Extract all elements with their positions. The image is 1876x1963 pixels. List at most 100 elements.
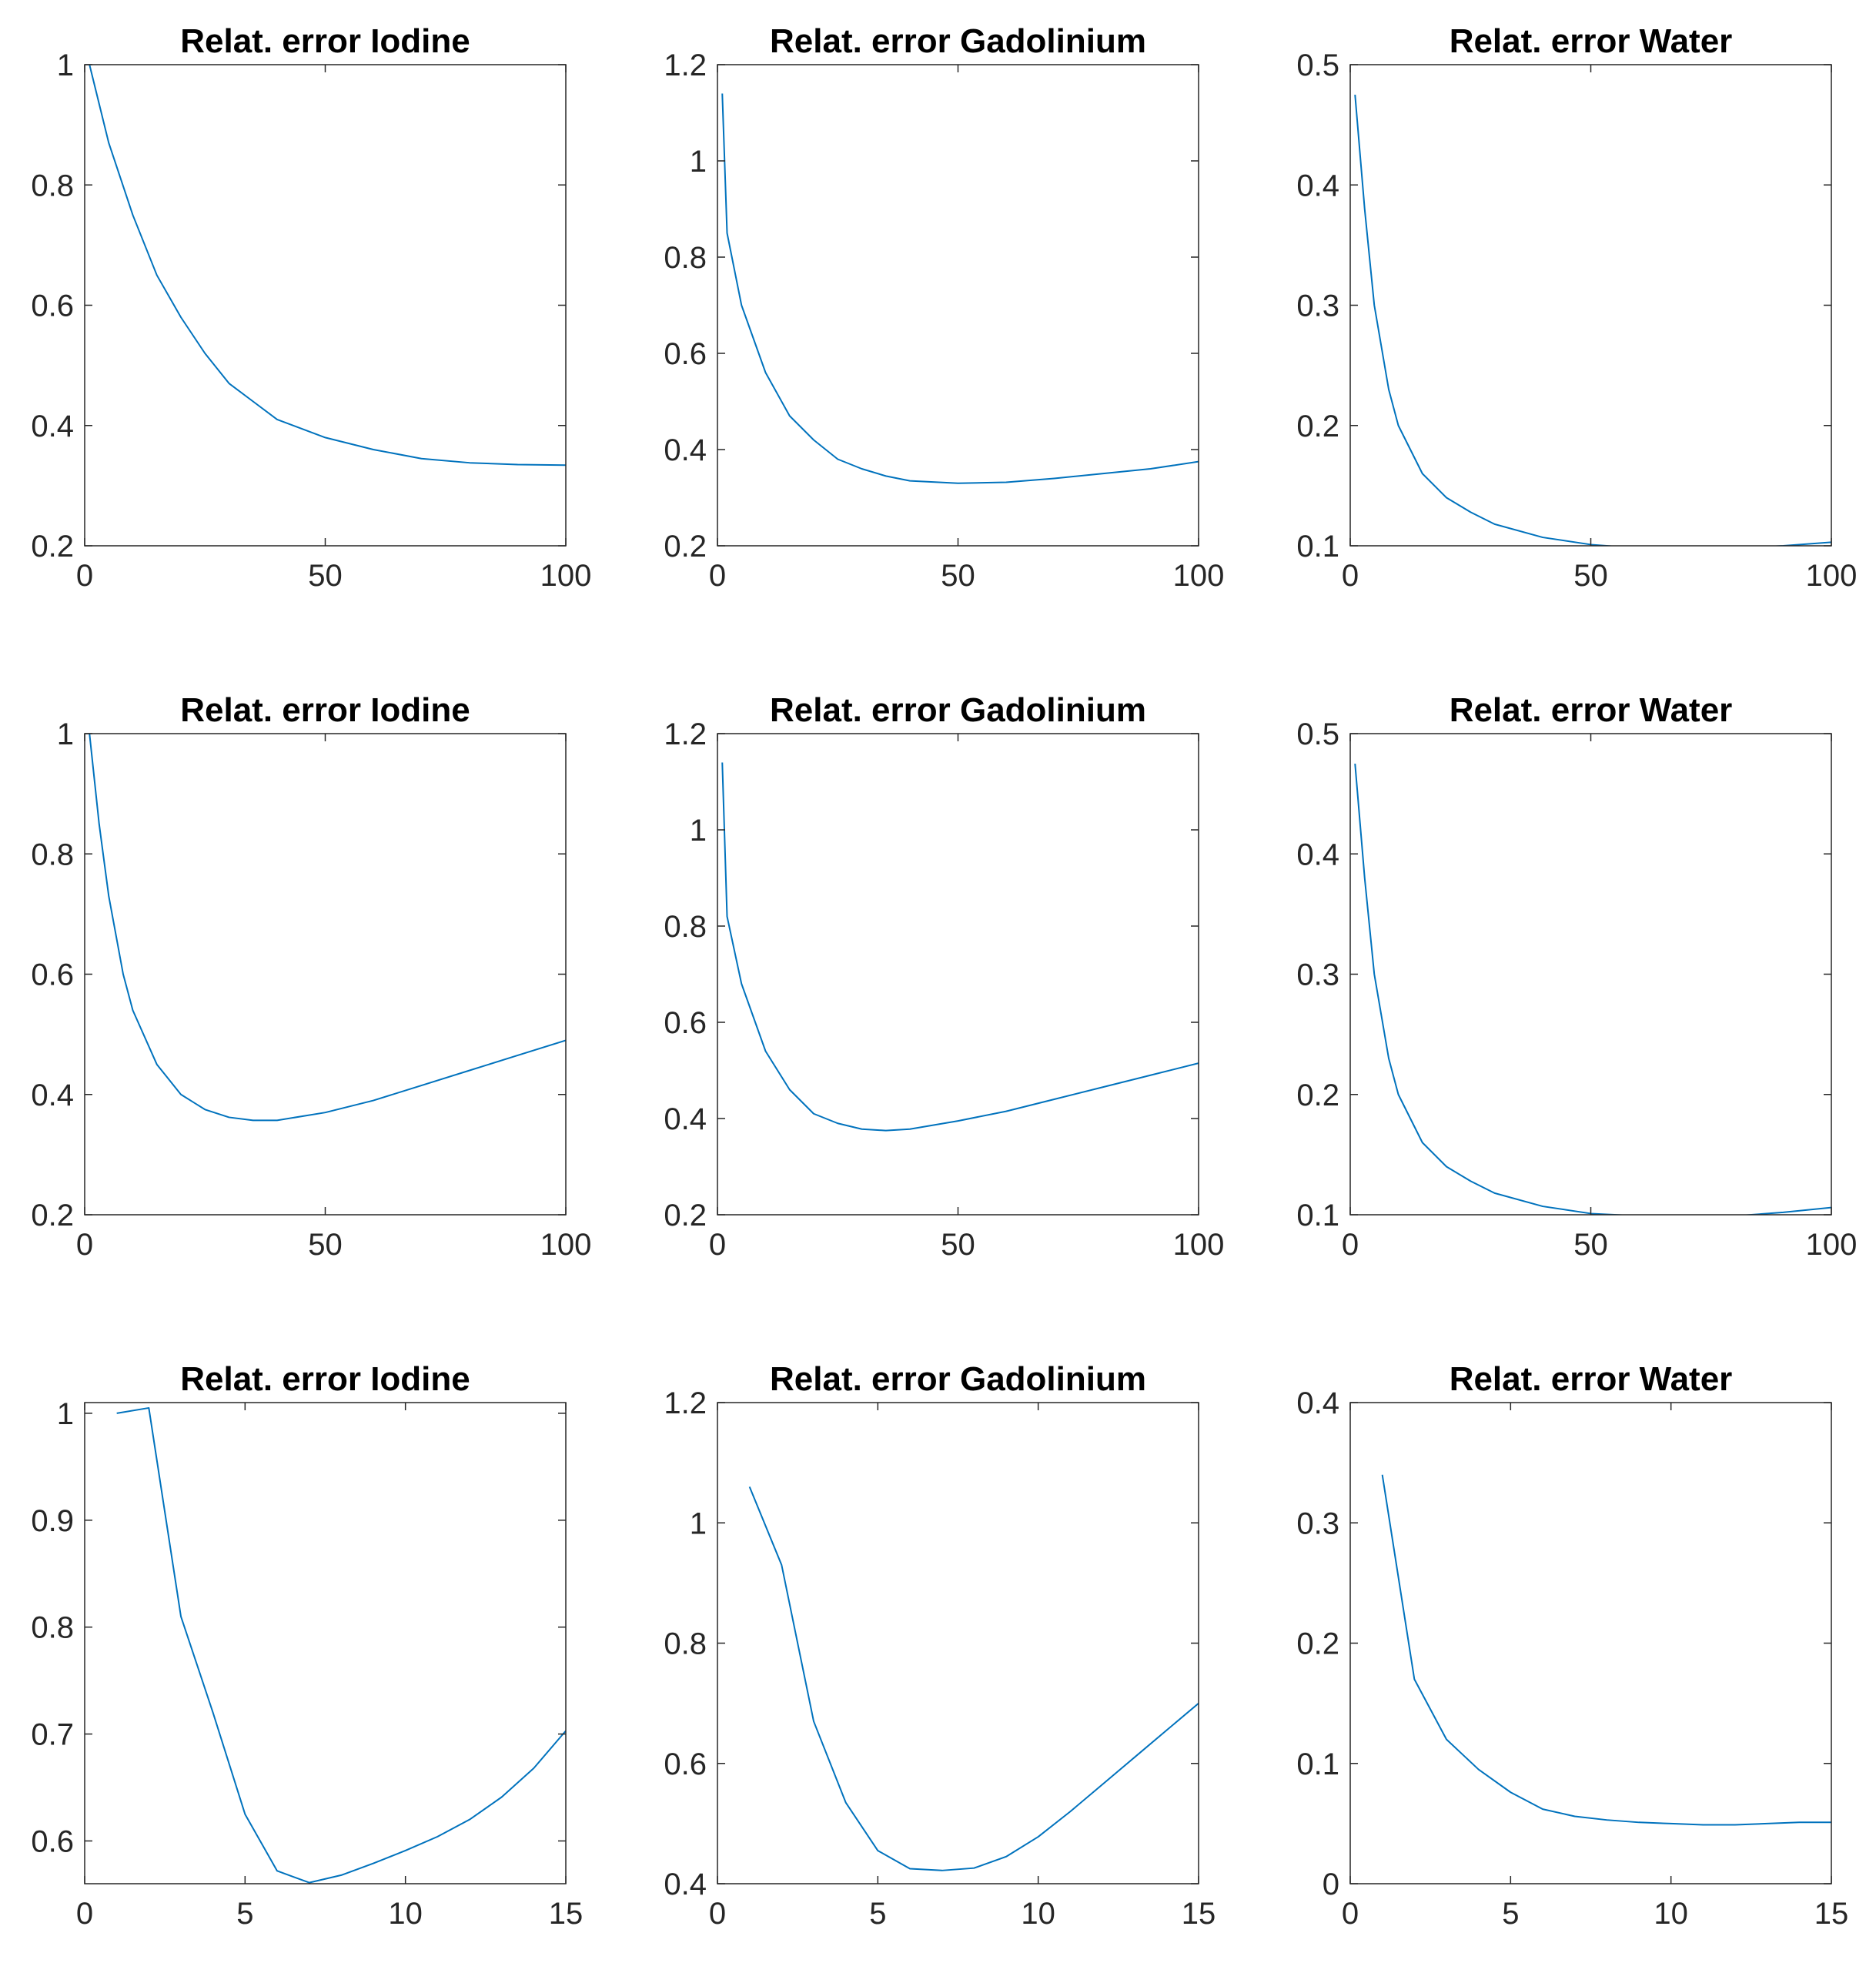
x-tick-label: 10 [1654, 1897, 1688, 1931]
axes-box [84, 64, 567, 547]
y-tick-label: 1 [57, 48, 74, 82]
y-tick-label: 0.7 [31, 1718, 74, 1752]
y-tick-label: 0.6 [31, 958, 74, 992]
axes-box [1349, 1402, 1832, 1884]
x-tick-label: 0 [709, 559, 726, 593]
y-tick-label: 0.5 [1296, 48, 1339, 82]
series-line-5-1 [721, 762, 1199, 1132]
y-tick-label: 0.4 [664, 433, 707, 467]
y-tick-label: 0.3 [1296, 1507, 1339, 1540]
x-tick-label: 50 [1573, 559, 1608, 593]
series-line-4-1 [89, 734, 566, 1122]
axes-box [84, 733, 567, 1216]
y-tick-label: 0.6 [664, 337, 707, 371]
series-line-8-1 [748, 1486, 1199, 1871]
subplot-5: 0 50 100 0.2 0.4 0.6 0.8 1 1.2 Relat. error Gadol… [664, 691, 1224, 1262]
series-line-1-1 [89, 65, 566, 467]
y-tick-label: 0.2 [664, 1199, 707, 1232]
y-tick-label: 0.2 [1296, 1078, 1339, 1112]
subplot-7: 0 5 10 15 0.6 0.7 0.8 0.9 1 Relat. error Iodine [31, 1360, 583, 1931]
subplot-title: Relat. error Water [1450, 22, 1733, 60]
x-tick-label: 10 [388, 1897, 423, 1931]
y-tick-label: 0.1 [1296, 1199, 1339, 1232]
x-tick-label: 100 [540, 1228, 592, 1262]
x-tick-label: 50 [1573, 1228, 1608, 1262]
y-tick-label: 0.2 [31, 530, 74, 563]
y-tick-label: 0.1 [1296, 1747, 1339, 1781]
x-tick-label: 15 [1182, 1897, 1216, 1931]
y-tick-label: 1.2 [664, 48, 707, 82]
x-tick-label: 100 [1173, 559, 1225, 593]
y-tick-label: 1.2 [664, 1386, 707, 1420]
subplot-title: Relat. error Iodine [180, 691, 470, 729]
x-tick-label: 5 [236, 1897, 253, 1931]
y-tick-label: 0 [1323, 1868, 1339, 1901]
series-line-2-1 [721, 93, 1199, 484]
y-tick-label: 0.8 [664, 241, 707, 275]
axes-box [717, 64, 1199, 547]
x-tick-label: 0 [1342, 1228, 1359, 1262]
y-tick-label: 0.3 [1296, 289, 1339, 323]
y-tick-label: 1 [690, 145, 707, 179]
x-tick-label: 15 [549, 1897, 584, 1931]
y-tick-label: 0.4 [1296, 1386, 1339, 1420]
series-line-9-1 [1381, 1474, 1831, 1826]
y-tick-label: 0.4 [664, 1868, 707, 1901]
subplot-1: 0 50 100 0.2 0.4 0.6 0.8 1 Relat. error Iodine [31, 22, 591, 593]
y-tick-label: 0.3 [1296, 958, 1339, 992]
x-tick-label: 5 [1502, 1897, 1519, 1931]
y-tick-label: 0.8 [31, 169, 74, 202]
x-tick-label: 50 [308, 1228, 343, 1262]
x-tick-label: 0 [76, 1897, 93, 1931]
y-tick-label: 0.6 [664, 1747, 707, 1781]
series-line-3-1 [1354, 94, 1831, 546]
series-line-7-1 [116, 1406, 566, 1884]
y-tick-label: 0.8 [31, 838, 74, 871]
x-tick-label: 50 [941, 1228, 975, 1262]
subplot-6: 0 50 100 0.1 0.2 0.3 0.4 0.5 Relat. error Water [1296, 691, 1857, 1262]
subplot-title: Relat. error Gadolinium [770, 691, 1146, 729]
series-line-6-1 [1354, 763, 1831, 1215]
y-tick-label: 0.4 [1296, 838, 1339, 871]
x-tick-label: 0 [1342, 1897, 1359, 1931]
x-tick-label: 0 [76, 559, 93, 593]
y-tick-label: 0.5 [1296, 717, 1339, 751]
y-tick-label: 0.2 [31, 1199, 74, 1232]
subplot-title: Relat. error Iodine [180, 22, 470, 60]
x-tick-label: 0 [709, 1228, 726, 1262]
y-tick-label: 0.2 [1296, 1627, 1339, 1661]
subplot-9: 0 5 10 15 0 0.1 0.2 0.3 0.4 Relat. error Water [1296, 1360, 1848, 1931]
x-tick-label: 100 [540, 559, 592, 593]
y-tick-label: 0.8 [664, 1627, 707, 1661]
x-tick-label: 10 [1021, 1897, 1055, 1931]
subplot-8: 0 5 10 15 0.4 0.6 0.8 1 1.2 Relat. error Gadolini… [664, 1360, 1216, 1931]
y-tick-label: 0.6 [31, 1824, 74, 1858]
axes-box [717, 733, 1199, 1216]
y-tick-label: 0.6 [664, 1006, 707, 1040]
subplot-2: 0 50 100 0.2 0.4 0.6 0.8 1 1.2 Relat. error Gadol… [664, 22, 1224, 593]
subplot-4: 0 50 100 0.2 0.4 0.6 0.8 1 Relat. error Iodine [31, 691, 591, 1262]
x-tick-label: 15 [1814, 1897, 1849, 1931]
y-tick-label: 0.2 [664, 530, 707, 563]
y-tick-label: 0.4 [31, 1078, 74, 1112]
y-tick-label: 0.8 [664, 910, 707, 944]
subplot-title: Relat. error Gadolinium [770, 1360, 1146, 1398]
y-tick-label: 1 [57, 1397, 74, 1431]
y-tick-label: 1.2 [664, 717, 707, 751]
y-tick-label: 1 [690, 814, 707, 848]
subplot-3: 0 50 100 0.1 0.2 0.3 0.4 0.5 Relat. error Water [1296, 22, 1857, 593]
x-tick-label: 5 [869, 1897, 886, 1931]
x-tick-label: 50 [308, 559, 343, 593]
x-tick-label: 0 [709, 1897, 726, 1931]
subplot-title: Relat. error Gadolinium [770, 22, 1146, 60]
axes-box [84, 1402, 567, 1884]
y-tick-label: 1 [57, 717, 74, 751]
y-tick-label: 0.9 [31, 1504, 74, 1538]
y-tick-label: 0.4 [1296, 169, 1339, 202]
y-tick-label: 1 [690, 1507, 707, 1540]
y-tick-label: 0.1 [1296, 530, 1339, 563]
subplot-title: Relat. error Iodine [180, 1360, 470, 1398]
x-tick-label: 100 [1806, 1228, 1858, 1262]
x-tick-label: 100 [1173, 1228, 1225, 1262]
y-tick-label: 0.2 [1296, 410, 1339, 443]
